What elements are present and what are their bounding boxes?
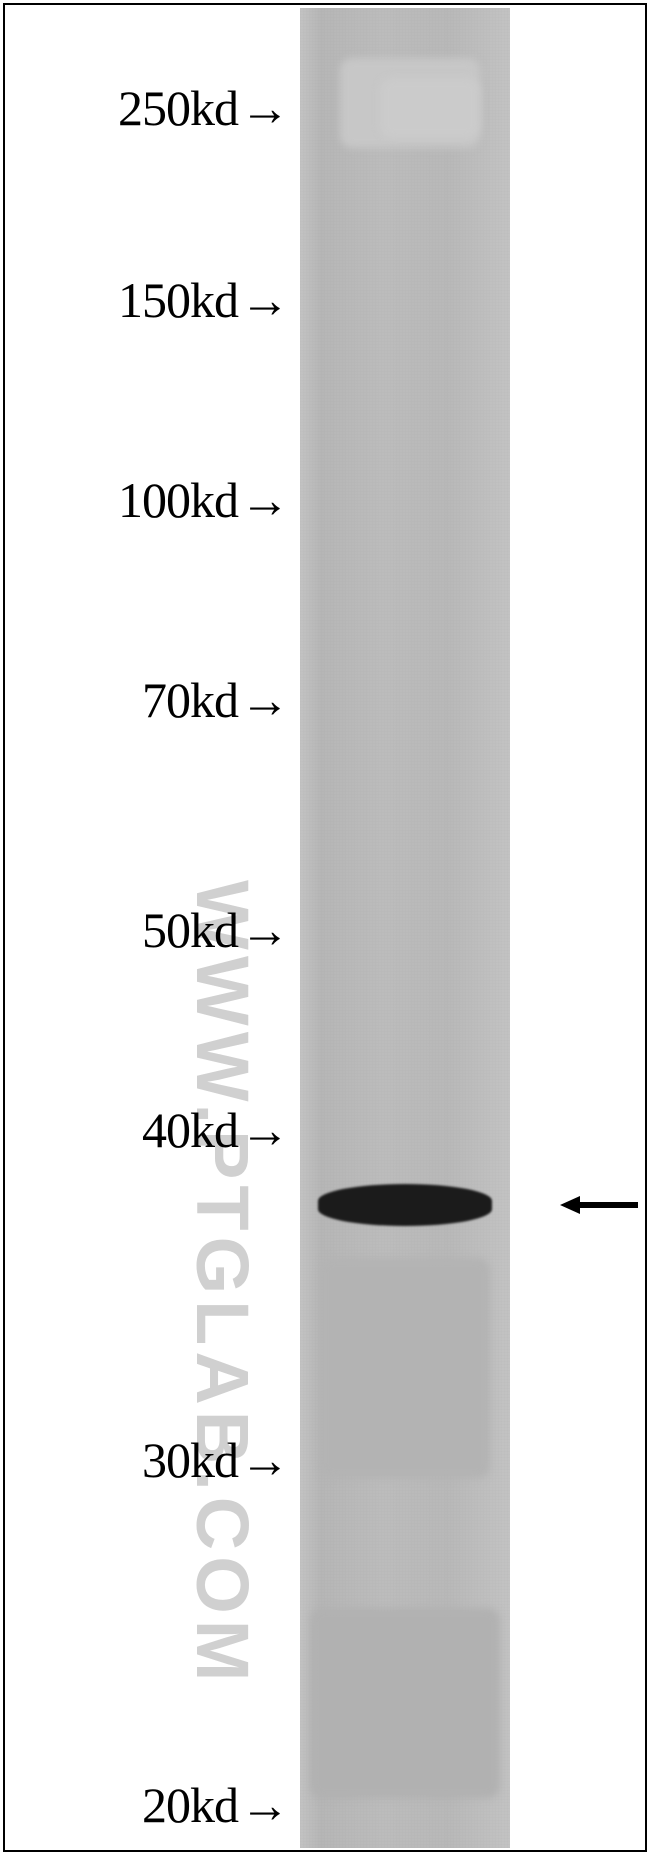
mw-marker: 150kd→ [0,271,290,329]
mw-marker-arrow-icon: → [240,905,290,955]
mw-marker-arrow-icon: → [240,475,290,525]
lane-smudge [310,1608,500,1798]
mw-marker-label: 30kd [142,1431,238,1489]
lane-noise [300,8,510,1848]
mw-marker: 70kd→ [0,671,290,729]
mw-marker-label: 150kd [118,271,238,329]
band-indicator-arrow [560,1190,640,1220]
mw-marker: 40kd→ [0,1101,290,1159]
mw-marker: 100kd→ [0,471,290,529]
mw-marker: 30kd→ [0,1431,290,1489]
mw-marker-arrow-icon: → [240,1435,290,1485]
mw-marker: 20kd→ [0,1776,290,1834]
mw-marker: 250kd→ [0,79,290,137]
mw-marker-arrow-icon: → [240,275,290,325]
mw-marker-label: 70kd [142,671,238,729]
blot-lane [300,8,510,1848]
lane-smudge [380,78,480,138]
mw-marker-arrow-icon: → [240,1780,290,1830]
mw-marker-label: 250kd [118,79,238,137]
mw-marker-label: 50kd [142,901,238,959]
lane-smudge [320,1258,490,1478]
protein-band [318,1184,492,1226]
mw-marker-label: 100kd [118,471,238,529]
blot-figure: WWW.PTGLAB.COM WWW.PTGLAB.COM 250kd→150k… [0,0,650,1855]
mw-marker: 50kd→ [0,901,290,959]
mw-marker-arrow-icon: → [240,83,290,133]
mw-marker-label: 20kd [142,1776,238,1834]
mw-marker-arrow-icon: → [240,1105,290,1155]
mw-marker-label: 40kd [142,1101,238,1159]
mw-marker-arrow-icon: → [240,675,290,725]
